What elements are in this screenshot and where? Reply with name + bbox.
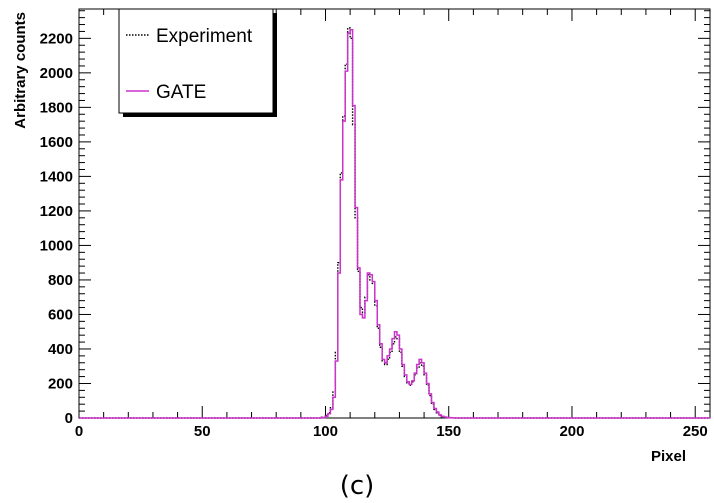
ticks: 0200400600800100012001400160018002000220… — [40, 9, 710, 440]
y-tick-label: 1200 — [40, 203, 73, 220]
x-tick-label: 50 — [194, 423, 211, 440]
y-tick-label: 800 — [48, 272, 73, 289]
y-tick-label: 400 — [48, 341, 73, 358]
y-tick-label: 0 — [65, 410, 73, 427]
plot-frame — [78, 8, 711, 419]
y-tick-label: 1800 — [40, 99, 73, 116]
x-tick-label: 150 — [436, 423, 461, 440]
y-tick-label: 1000 — [40, 237, 73, 254]
x-tick-label: 200 — [559, 423, 584, 440]
x-tick-label: 100 — [313, 423, 338, 440]
axes — [78, 8, 711, 419]
x-tick-label: 0 — [75, 423, 83, 440]
y-tick-label: 1400 — [40, 168, 73, 185]
legend-box — [118, 8, 274, 114]
series-line-gate — [79, 28, 710, 419]
y-tick-label: 2000 — [40, 65, 73, 82]
y-tick-label: 1600 — [40, 134, 73, 151]
y-axis-title: Arbitrary counts — [12, 12, 29, 129]
legend: Experiment GATE — [118, 8, 277, 117]
y-tick-label: 600 — [48, 306, 73, 323]
x-tick-label: 250 — [683, 423, 708, 440]
legend-label: Experiment — [156, 26, 253, 47]
series — [79, 27, 710, 419]
figure-caption: (c) — [340, 471, 375, 501]
y-tick-label: 2200 — [40, 30, 73, 47]
legend-label: GATE — [156, 82, 206, 103]
y-tick-label: 200 — [48, 375, 73, 392]
x-axis-title: Pixel — [651, 448, 686, 465]
